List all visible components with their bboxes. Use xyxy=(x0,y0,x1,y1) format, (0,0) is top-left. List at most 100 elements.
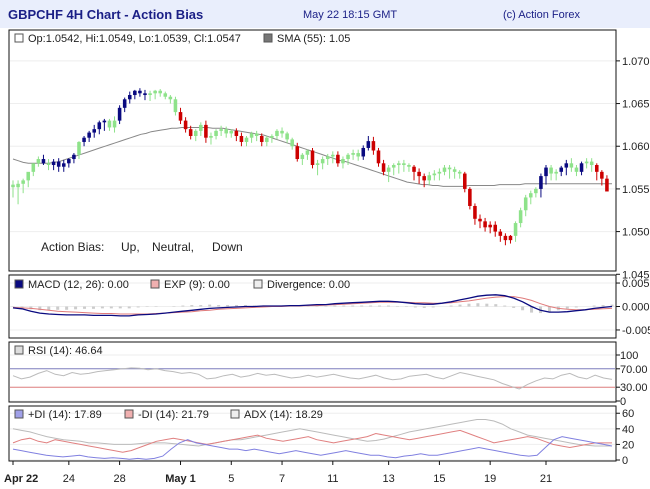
candle-body xyxy=(463,173,467,189)
candle-body xyxy=(214,130,218,136)
sma-legend-label: SMA (55): 1.05 xyxy=(277,33,350,45)
minus-di-legend-swatch xyxy=(124,409,134,419)
candle-body xyxy=(97,122,102,130)
candle-body xyxy=(402,163,406,166)
sma-legend-swatch xyxy=(263,33,273,43)
candle-body xyxy=(600,171,604,179)
candle-body xyxy=(341,159,345,164)
candle-body xyxy=(457,171,462,174)
candle-body xyxy=(219,129,223,131)
candle-body xyxy=(275,130,279,136)
exp-legend-swatch xyxy=(150,279,160,289)
candle-body xyxy=(351,153,355,155)
candle-body xyxy=(188,129,193,136)
candle-body xyxy=(285,133,289,140)
candle-body xyxy=(133,90,137,96)
dmi-y-tick-label: 40 xyxy=(622,424,634,436)
candle-body xyxy=(56,161,61,167)
candle-body xyxy=(31,163,36,172)
chart-header: GBPCHF 4H Chart - Action Bias May 22 18:… xyxy=(0,0,650,28)
candle-body xyxy=(325,156,330,160)
candle-body xyxy=(295,146,300,160)
candle-body xyxy=(67,159,71,164)
candle-body xyxy=(127,95,132,100)
adx-legend-swatch xyxy=(230,409,240,419)
macd-panel: 0.005 0.000 -0.005 MACD (12, 26): 0.00 EXP… xyxy=(8,274,650,339)
rsi-y-tick-label: 0 xyxy=(620,396,626,408)
candle-body xyxy=(493,224,498,232)
x-tick-label: 7 xyxy=(279,473,285,485)
candle-body xyxy=(102,120,107,123)
macd-y-tick-label: 0.000 xyxy=(622,302,650,314)
candle-body xyxy=(249,133,254,138)
adx-legend-label: ADX (14): 18.29 xyxy=(244,409,323,421)
candle-body xyxy=(442,167,447,172)
candle-body xyxy=(437,171,442,174)
dmi-gridlines xyxy=(10,412,615,461)
candle-body xyxy=(574,167,579,172)
dmi-y-tick-label: 60 xyxy=(622,408,634,420)
plus-di-legend-label: +DI (14): 17.89 xyxy=(28,409,102,421)
candle-body xyxy=(503,235,508,241)
candle-body xyxy=(61,163,66,167)
bias-up-label: Up, xyxy=(121,240,140,254)
ohlc-legend-label: Op:1.0542, Hi:1.0549, Lo:1.0539, Cl:1.05… xyxy=(28,33,241,45)
candle-body xyxy=(51,161,56,166)
macd-y-tick-label: 0.005 xyxy=(622,278,650,290)
rsi-legend-swatch xyxy=(14,345,24,355)
x-tick-label: 13 xyxy=(383,473,395,485)
price-gridlines xyxy=(10,60,615,275)
candle-body xyxy=(539,176,543,189)
candle-body xyxy=(605,178,609,192)
candle-body xyxy=(11,184,15,188)
candle-body xyxy=(183,120,188,130)
candle-body xyxy=(107,120,112,128)
x-tick-label: 19 xyxy=(484,473,496,485)
price-y-tick-label: 1.065 xyxy=(622,99,650,111)
candle-body xyxy=(21,180,25,184)
candle-body xyxy=(254,133,259,136)
candle-body xyxy=(300,154,305,160)
candle-body xyxy=(259,135,264,142)
candle-body xyxy=(122,99,127,108)
x-tick-label: 24 xyxy=(63,473,75,485)
bias-down-label: Down xyxy=(212,240,243,254)
candle-body xyxy=(559,167,564,172)
x-tick-label: 21 xyxy=(540,473,552,485)
macd-line xyxy=(12,294,613,317)
plus-di-line xyxy=(12,436,613,460)
macd-exp-line xyxy=(12,296,613,315)
candle-body xyxy=(529,193,533,198)
candle-body xyxy=(158,90,162,94)
candle-body xyxy=(452,169,457,172)
candle-body xyxy=(488,224,492,228)
candle-body xyxy=(518,210,523,224)
candle-body xyxy=(422,176,426,181)
candle-body xyxy=(589,161,594,166)
candle-body xyxy=(417,171,421,177)
candle-body xyxy=(336,154,340,164)
rsi-y-tick-label: 70.00 xyxy=(620,364,648,376)
candle-body xyxy=(204,124,208,138)
x-tick-label: Apr 22 xyxy=(4,473,38,485)
candle-body xyxy=(148,93,152,96)
candle-body xyxy=(290,139,294,147)
macd-y-tick-label: -0.005 xyxy=(622,325,650,337)
candle-body xyxy=(534,188,538,194)
rsi-y-tick-label: 100 xyxy=(620,350,638,362)
bias-neutral-label: Neutral, xyxy=(152,240,194,254)
candle-body xyxy=(41,159,46,164)
dmi-panel-frame xyxy=(8,405,617,462)
candle-body xyxy=(168,96,173,100)
candle-body xyxy=(280,130,284,134)
candle-body xyxy=(427,175,432,181)
candle-body xyxy=(265,137,269,142)
candle-body xyxy=(594,165,599,172)
ohlc-legend-swatch xyxy=(14,33,24,43)
candle-body xyxy=(310,150,315,166)
candle-body xyxy=(239,135,244,142)
price-y-tick-label: 1.060 xyxy=(622,141,650,153)
candle-body xyxy=(270,135,274,138)
